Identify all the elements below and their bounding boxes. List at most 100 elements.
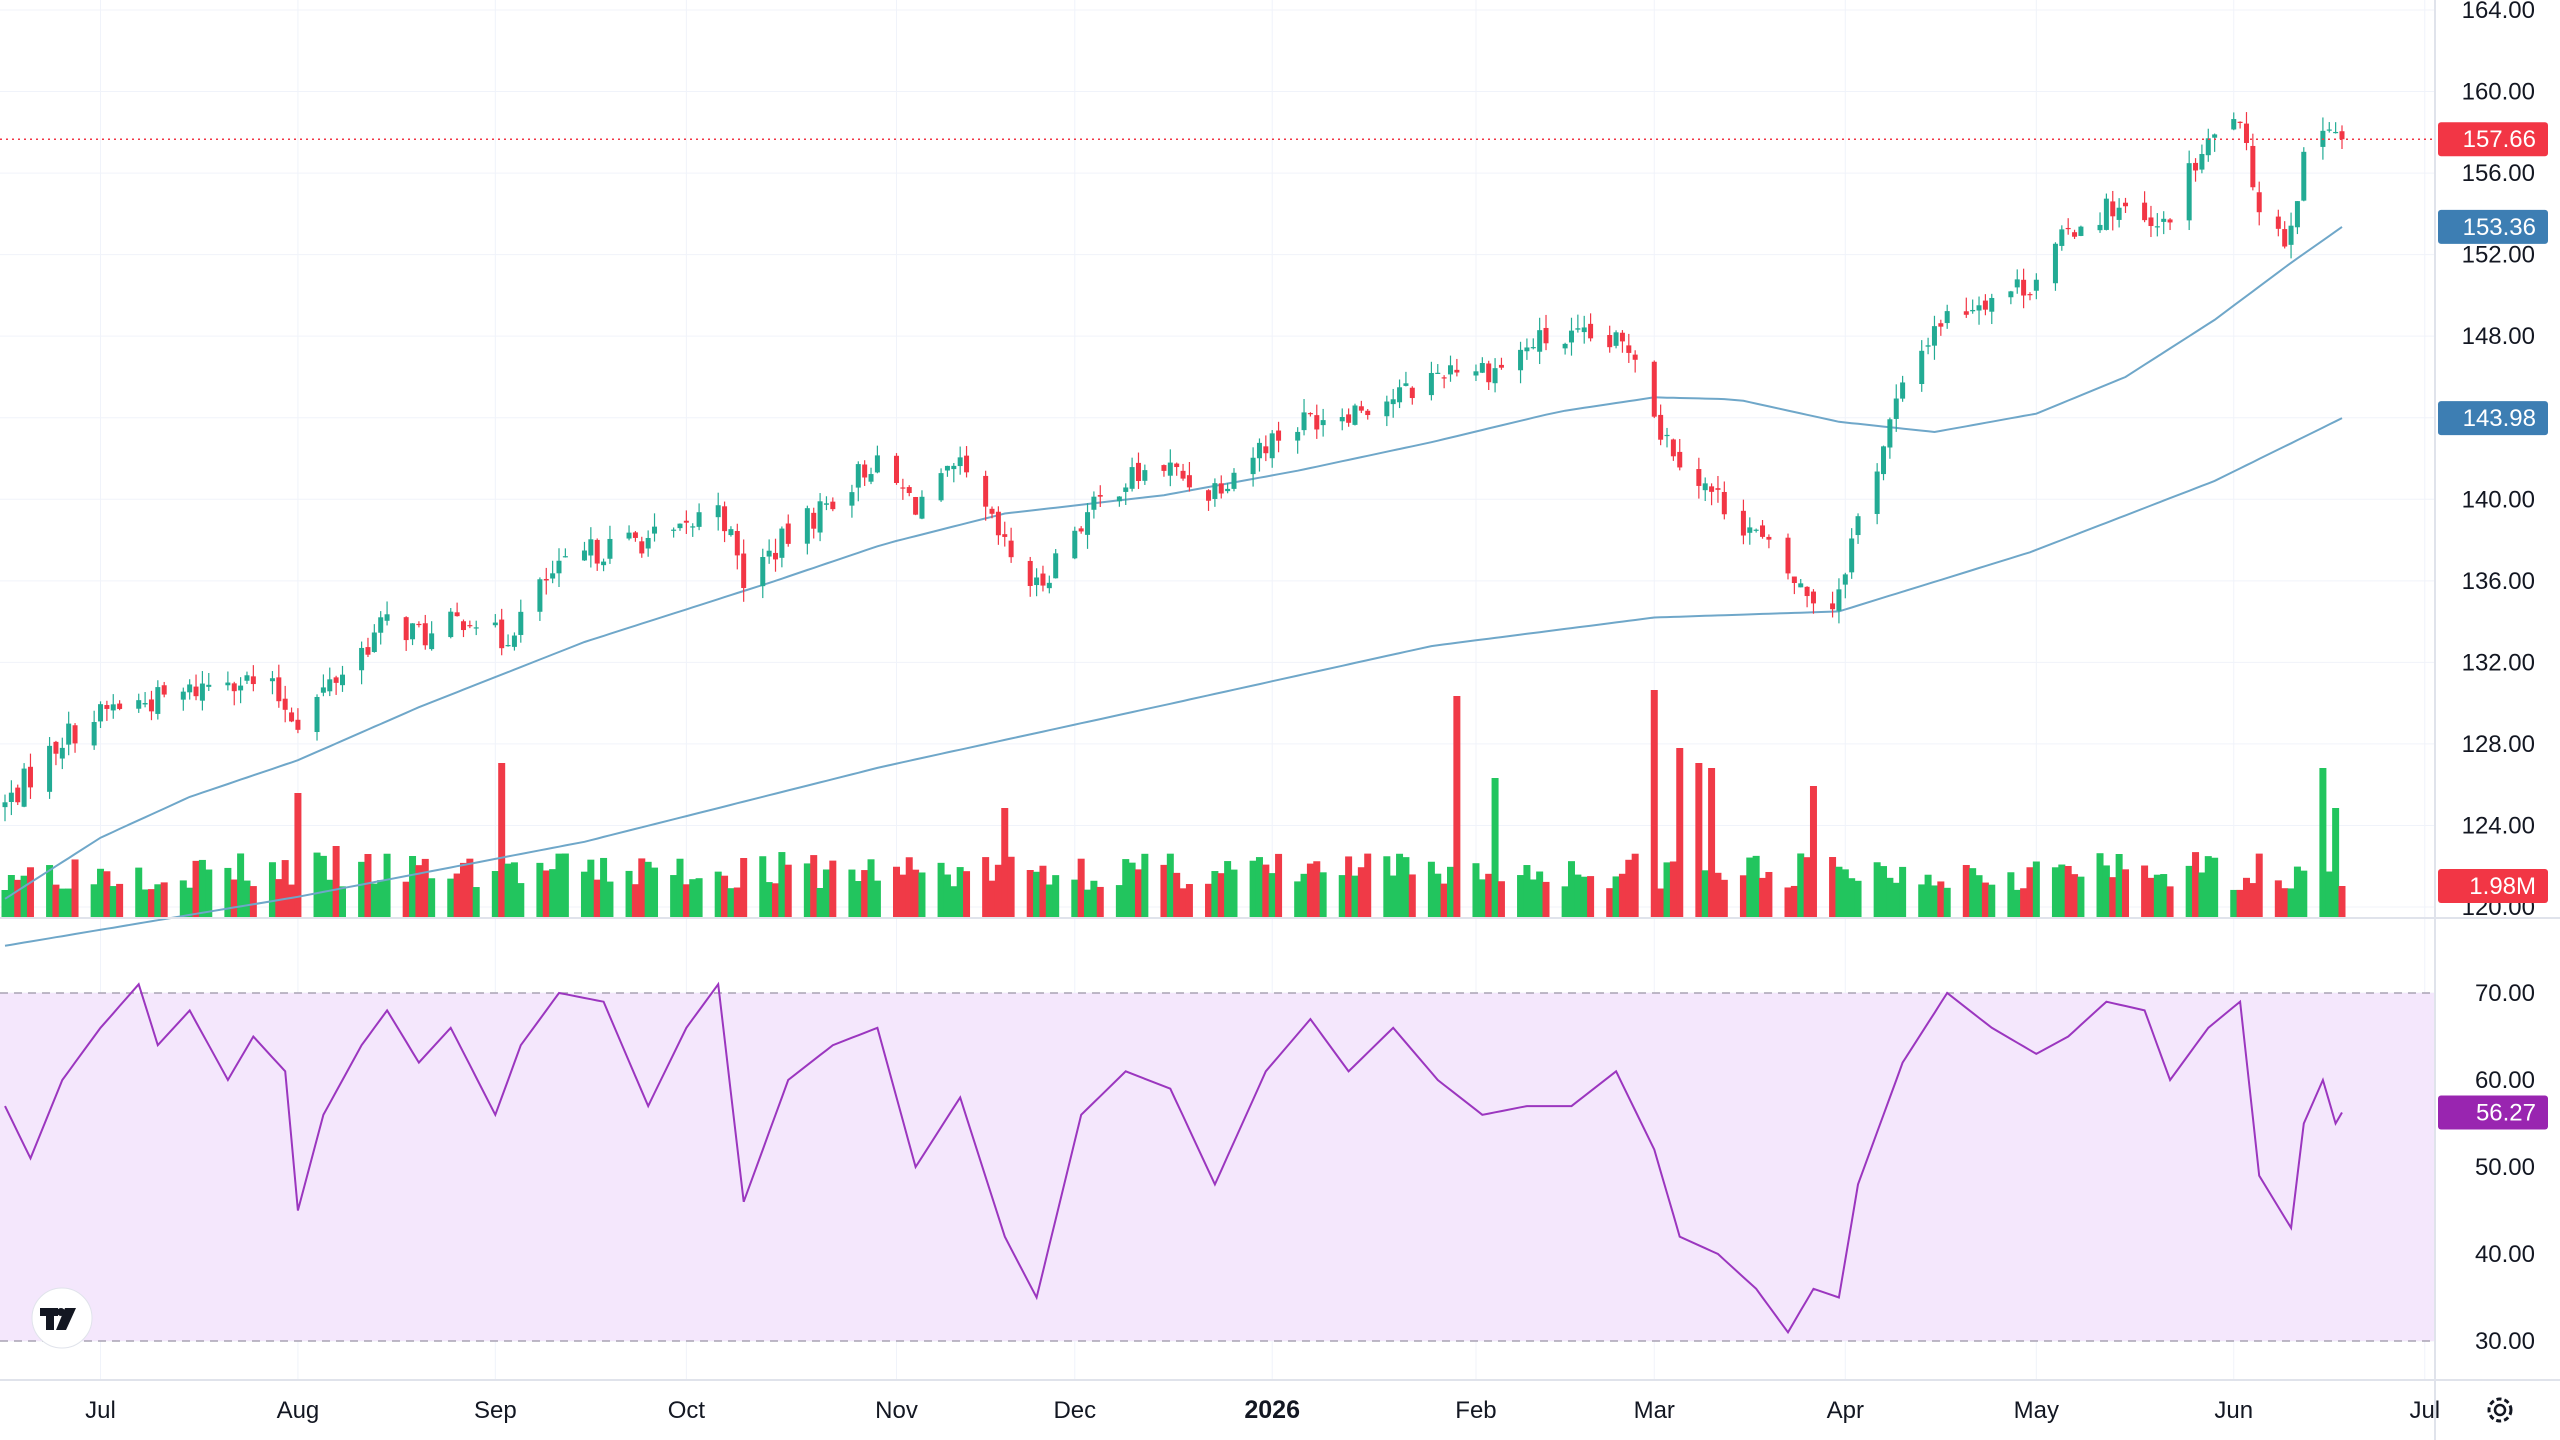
candle[interactable] [1632,350,1638,373]
volume-bar[interactable] [1440,883,1448,918]
volume-bar[interactable] [1300,873,1308,918]
candle[interactable] [1486,360,1492,390]
candle[interactable] [1085,503,1091,549]
candle[interactable] [2021,268,2027,309]
time-axis-labels[interactable]: Jul Aug Sep Oct Nov Dec 2026 Feb Mar Apr May Jun Jul [85,1396,2440,1424]
volume-bar[interactable] [1408,874,1416,918]
volume-bar[interactable] [561,853,569,918]
candle[interactable] [161,681,167,698]
moving-average-lines[interactable] [4,226,2343,947]
candle[interactable] [804,505,810,555]
volume-bar[interactable] [517,883,525,918]
candle[interactable] [817,493,823,542]
volume-bar[interactable] [2198,872,2206,918]
volume-bar[interactable] [1389,875,1397,918]
volume-bar[interactable] [638,858,646,918]
volume-bar[interactable] [593,879,601,918]
volume-bar[interactable] [1122,859,1130,918]
volume-bar[interactable] [2230,889,2238,918]
volume-bar[interactable] [1090,880,1098,918]
candle[interactable] [1002,521,1008,547]
candle[interactable] [1798,579,1804,588]
volume-bar[interactable] [625,870,633,918]
candle[interactable] [1524,338,1530,360]
volume-bar[interactable] [2141,865,2149,918]
volume-bar[interactable] [58,888,66,918]
candle[interactable] [2231,112,2237,131]
volume-bar[interactable] [670,875,678,918]
volume-bar[interactable] [2236,889,2244,918]
candle[interactable] [1008,527,1014,563]
volume-bar[interactable] [606,881,614,918]
candle[interactable] [47,737,53,799]
volume-bar[interactable] [2096,853,2104,918]
candle[interactable] [951,462,957,483]
volume-bar[interactable] [2058,864,2066,918]
candle[interactable] [957,446,963,475]
candle[interactable] [2027,292,2033,301]
volume-bar[interactable] [147,889,155,918]
volume-bar[interactable] [2064,865,2072,918]
volume-bar[interactable] [1829,857,1837,918]
volume-bar[interactable] [1650,690,1658,918]
candle[interactable] [21,763,27,808]
volume-bar[interactable] [7,875,15,918]
volume-bar[interactable] [1809,786,1817,918]
volume-bar[interactable] [644,861,652,918]
volume-bar[interactable] [1784,887,1792,918]
candle[interactable] [855,461,861,502]
candle[interactable] [1849,528,1855,579]
candle[interactable] [1696,457,1702,499]
volume-bar[interactable] [1427,861,1435,918]
candle[interactable] [244,671,250,685]
candle[interactable] [1409,386,1415,405]
candle[interactable] [1791,576,1797,595]
candle[interactable] [1938,319,1944,336]
volume-bar[interactable] [943,874,951,918]
volume-bar[interactable] [1542,881,1550,918]
candle[interactable] [1537,317,1543,365]
volume-bar[interactable] [1561,886,1569,918]
volume-bar[interactable] [90,884,98,918]
volume-bar[interactable] [2020,888,2028,918]
volume-bar[interactable] [2242,877,2250,918]
short-moving-average-line[interactable] [4,226,2343,900]
volume-bar[interactable] [1701,870,1709,918]
volume-bar[interactable] [409,855,417,918]
candle[interactable] [1721,481,1727,520]
volume-bar[interactable] [1708,768,1716,918]
volume-bar[interactable] [784,864,792,918]
candle[interactable] [722,501,728,543]
candle[interactable] [1040,565,1046,592]
volume-bar[interactable] [689,879,697,918]
volume-bar[interactable] [2332,808,2340,918]
volume-bar[interactable] [1096,886,1104,918]
candle[interactable] [1887,417,1893,459]
volume-bar[interactable] [873,880,881,918]
candle[interactable] [2122,197,2128,213]
candle[interactable] [1492,358,1498,393]
candle[interactable] [671,527,677,538]
candle[interactable] [543,567,549,595]
candle[interactable] [830,497,836,512]
candle[interactable] [1320,408,1326,437]
volume-bar[interactable] [1720,879,1728,918]
volume-bar[interactable] [536,862,544,918]
volume-bar[interactable] [1663,862,1671,918]
volume-bar[interactable] [2274,880,2282,918]
candle[interactable] [460,619,466,638]
volume-bar[interactable] [510,862,518,918]
volume-bar[interactable] [358,861,366,918]
candle[interactable] [1142,464,1148,485]
volume-bar[interactable] [1402,857,1410,918]
volume-bar[interactable] [1854,880,1862,918]
candle[interactable] [1900,375,1906,402]
volume-bar[interactable] [1179,888,1187,918]
candle[interactable] [117,700,123,711]
volume-bar[interactable] [326,879,334,918]
candle[interactable] [1256,438,1262,472]
candle[interactable] [238,677,244,704]
candle[interactable] [1925,337,1931,355]
candle[interactable] [1384,395,1390,427]
candle[interactable] [1186,461,1192,492]
